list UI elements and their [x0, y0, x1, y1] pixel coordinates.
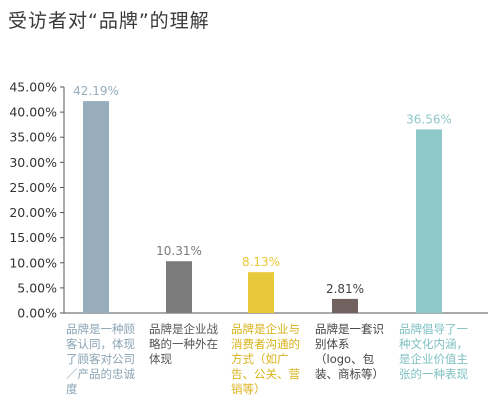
y-tick-label: 25.00%: [9, 180, 57, 195]
x-category-label: 品牌是企业与消费者沟通的方式（如广告、公关、营销等）: [231, 322, 300, 396]
bar: [332, 298, 358, 313]
bar: [248, 272, 274, 313]
y-tick-label: 20.00%: [9, 205, 57, 220]
y-tick-label: 5.00%: [17, 280, 57, 295]
bar-value-label: 10.31%: [156, 244, 202, 258]
y-tick-label: 35.00%: [9, 130, 57, 145]
y-tick-label: 30.00%: [9, 155, 57, 170]
bar-value-label: 36.56%: [406, 112, 452, 126]
y-tick-label: 15.00%: [9, 230, 57, 245]
y-tick-label: 10.00%: [9, 255, 57, 270]
bar: [416, 129, 442, 313]
x-category-label: 品牌是企业战略的一种外在体现: [149, 322, 218, 366]
x-category-label: 品牌是一套识别体系（logo、包装、商标等）: [315, 322, 384, 381]
bar: [166, 261, 192, 313]
y-tick-label: 45.00%: [9, 80, 57, 95]
x-category-label: 品牌倡导了一种文化内涵，是企业价值主张的一种表现: [399, 322, 468, 381]
bar: [83, 101, 109, 313]
y-tick-label: 40.00%: [9, 105, 57, 120]
bar-value-label: 42.19%: [73, 84, 119, 98]
bar-value-label: 2.81%: [326, 282, 364, 296]
y-tick-label: 0.00%: [17, 306, 57, 321]
x-category-label: 品牌是一种顾客认同，体现了顾客对公司／产品的忠诚度: [66, 322, 135, 396]
chart-title: 受访者对“品牌”的理解: [8, 10, 210, 32]
bar-value-label: 8.13%: [242, 255, 280, 269]
